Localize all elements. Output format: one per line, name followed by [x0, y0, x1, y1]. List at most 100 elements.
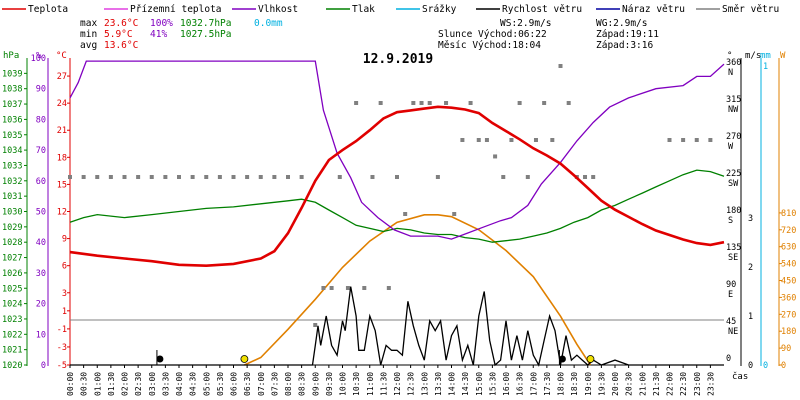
- legend: Teplota Přízemní teplota Vlhkost Tlak Sr…: [2, 4, 779, 15]
- tick-label-degc: 18: [57, 153, 67, 163]
- tick-label-pct: 80: [36, 115, 46, 125]
- tick-label-hpa: 1039: [2, 69, 22, 79]
- wind-direction-point: [386, 286, 391, 290]
- sun-marker: [586, 355, 595, 363]
- tick-label-time: 08:30: [298, 372, 307, 396]
- tick-label-w: 360: [781, 293, 796, 303]
- tick-label-time: 10:30: [352, 372, 361, 396]
- series-humidity-line: [69, 60, 725, 240]
- wind-direction-point: [460, 138, 465, 142]
- tick-label-dir-compass: SE: [728, 253, 738, 263]
- wind-direction-point: [313, 323, 318, 327]
- tick-label-time: 02:00: [121, 372, 130, 396]
- wind-direction-point: [321, 286, 326, 290]
- tick-label-time: 06:30: [243, 372, 252, 396]
- wind-direction-point: [108, 175, 113, 179]
- tick-label-hpa: 1029: [2, 223, 22, 233]
- tick-label-dir-compass: S: [728, 216, 733, 226]
- tick-label-time: 21:30: [652, 372, 661, 396]
- tick-label-w: 630: [781, 243, 796, 253]
- tick-label-time: 15:00: [475, 372, 484, 396]
- wind-direction-point: [217, 175, 222, 179]
- tick-label-hpa: 1023: [2, 315, 22, 325]
- info-moon-set: Západ:3:16: [596, 40, 653, 51]
- tick-label-time: 09:00: [311, 372, 320, 396]
- tick-label-pct: 0: [41, 361, 46, 371]
- tick-label-dir-compass: NW: [728, 105, 739, 115]
- tick-label-time: 16:30: [516, 372, 525, 396]
- tick-label-time: 09:30: [325, 372, 334, 396]
- info-block: WS:2.9m/s WG:2.9m/s Slunce Východ:06:22 …: [438, 18, 659, 51]
- stat-avg-temp: 13.6°C: [104, 40, 138, 51]
- tick-label-time: 13:30: [434, 372, 443, 396]
- tick-label-time: 03:00: [148, 372, 157, 396]
- wind-direction-point: [591, 175, 596, 179]
- tick-label-hpa: 1030: [2, 208, 22, 218]
- wind-direction-point: [468, 101, 473, 105]
- tick-label-degc: 21: [57, 126, 67, 136]
- wind-direction-point: [286, 175, 290, 179]
- tick-label-time: 16:00: [502, 372, 511, 396]
- x-axis-title: čas: [732, 371, 748, 382]
- tick-label-time: 04:00: [175, 372, 184, 396]
- tick-label-time: 11:00: [366, 372, 375, 396]
- wind-direction-point: [163, 175, 168, 179]
- series-layer: [68, 60, 725, 367]
- tick-label-dir: 315: [726, 95, 741, 105]
- axis-ticks: 1020102110221023102410251026102710281029…: [2, 54, 796, 396]
- axis-unit-mm: mm: [760, 51, 771, 61]
- tick-label-dir: 45: [726, 317, 736, 327]
- axis-unit-hpa: hPa: [3, 51, 19, 61]
- tick-label-time: 05:00: [202, 372, 211, 396]
- legend-label-teplota: Teplota: [28, 4, 68, 15]
- wind-direction-point: [517, 101, 522, 105]
- wind-direction-point: [708, 138, 713, 142]
- tick-label-dir: 135: [726, 243, 741, 253]
- tick-label-time: 19:30: [597, 372, 606, 396]
- tick-label-time: 18:30: [570, 372, 579, 396]
- axis-unit-pct: %: [36, 51, 42, 61]
- stat-min-hum: 41%: [150, 29, 167, 40]
- tick-label-degc: 9: [62, 235, 67, 245]
- tick-label-w: 450: [781, 277, 796, 287]
- info-sun-rise: Slunce Východ:06:22: [438, 29, 547, 40]
- stat-min-temp: 5.9°C: [104, 29, 133, 40]
- wind-direction-point: [329, 286, 334, 290]
- stats-block: max 23.6°C 100% 1032.7hPa 0.0mm min 5.9°…: [80, 18, 283, 51]
- tick-label-pct: 40: [36, 238, 46, 248]
- tick-label-degc: -5: [57, 361, 67, 371]
- wind-direction-point: [550, 138, 555, 142]
- tick-label-dir-compass: NE: [728, 327, 738, 337]
- tick-label-degc: 6: [62, 262, 67, 272]
- tick-label-ms: 1: [748, 312, 753, 322]
- wind-direction-point: [272, 175, 277, 179]
- info-moon-rise: Měsíc Východ:18:04: [438, 40, 541, 51]
- tick-label-dir-compass: W: [728, 142, 734, 152]
- legend-label-prizemni: Přízemní teplota: [130, 4, 222, 15]
- stat-min-label: min: [80, 29, 97, 40]
- tick-label-pct: 10: [36, 330, 46, 340]
- wind-direction-point: [136, 175, 141, 179]
- sun-marker: [240, 355, 249, 363]
- tick-label-w: 720: [781, 226, 796, 236]
- legend-label-smer: Směr větru: [722, 4, 779, 15]
- tick-label-time: 15:30: [488, 372, 497, 396]
- tick-label-w: 540: [781, 260, 796, 270]
- tick-label-degc: 15: [57, 180, 67, 190]
- info-sun-set: Západ:19:11: [596, 29, 659, 40]
- tick-label-time: 05:30: [216, 372, 225, 396]
- tick-label-hpa: 1035: [2, 131, 22, 141]
- wind-direction-point: [362, 286, 367, 290]
- tick-label-pct: 50: [36, 208, 46, 218]
- tick-label-dir: 225: [726, 169, 741, 179]
- moon-marker: [156, 355, 164, 363]
- stat-max-rain: 0.0mm: [254, 18, 283, 29]
- axis-unit-dir: °: [727, 51, 732, 61]
- tick-label-time: 01:30: [107, 372, 116, 396]
- tick-label-pct: 70: [36, 146, 46, 156]
- tick-label-mm: 1: [763, 62, 768, 72]
- wind-direction-point: [533, 138, 538, 142]
- tick-label-time: 18:00: [557, 372, 566, 396]
- tick-label-w: 180: [781, 327, 796, 337]
- wind-direction-point: [542, 101, 547, 105]
